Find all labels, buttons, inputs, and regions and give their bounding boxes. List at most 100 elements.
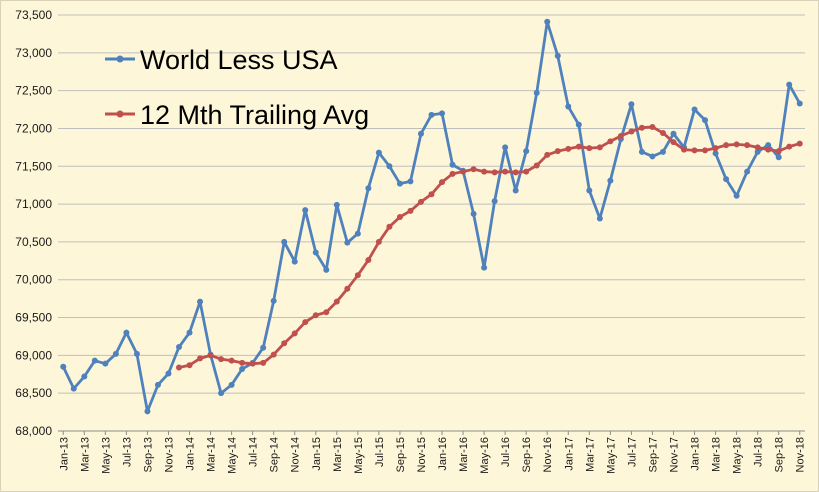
data-point xyxy=(502,168,509,175)
data-point xyxy=(407,178,414,185)
data-point xyxy=(60,363,67,370)
y-tick-label: 72,000 xyxy=(15,121,52,135)
data-point xyxy=(302,319,309,326)
data-point xyxy=(733,192,740,199)
data-point xyxy=(417,130,424,137)
x-tick-label: Mar-16 xyxy=(458,437,470,472)
legend-label: 12 Mth Trailing Avg xyxy=(140,100,369,130)
data-point xyxy=(123,329,130,336)
x-tick-label: Sep-13 xyxy=(142,437,154,472)
x-tick-label: Sep-18 xyxy=(774,437,786,472)
legend-label: World Less USA xyxy=(140,45,338,75)
data-point xyxy=(796,100,803,107)
gridlines xyxy=(58,14,805,432)
data-point xyxy=(491,169,498,176)
data-point xyxy=(112,350,119,357)
x-axis-ticks: Jan-13 Mar-13 May-13 Jul-13 Sep-13 Nov-13 Jan-… xyxy=(58,431,807,474)
x-tick-label: Sep-16 xyxy=(521,437,533,472)
data-point xyxy=(565,145,572,152)
data-point xyxy=(702,147,709,154)
data-point xyxy=(702,117,709,124)
data-point xyxy=(228,357,235,364)
data-point xyxy=(491,198,498,205)
data-point xyxy=(175,364,182,371)
data-point xyxy=(512,187,519,194)
data-point xyxy=(218,390,225,397)
y-tick-label: 68,000 xyxy=(15,424,52,438)
data-point xyxy=(691,147,698,154)
data-point xyxy=(470,210,477,217)
data-point xyxy=(470,166,477,173)
data-point xyxy=(365,185,372,192)
data-point xyxy=(165,370,172,377)
data-point xyxy=(270,351,277,358)
legend: World Less USA 12 Mth Trailing Avg xyxy=(105,45,369,130)
data-point xyxy=(460,168,467,175)
data-point xyxy=(659,148,666,155)
data-point xyxy=(207,352,214,359)
data-point xyxy=(144,408,151,415)
x-tick-label: Nov-17 xyxy=(668,437,680,472)
data-point xyxy=(670,139,677,146)
x-tick-label: Sep-15 xyxy=(395,437,407,472)
x-tick-label: Jul-15 xyxy=(374,437,386,467)
data-point xyxy=(596,215,603,222)
data-point xyxy=(565,103,572,110)
data-point xyxy=(81,373,88,380)
x-tick-label: Jul-14 xyxy=(248,437,260,467)
x-tick-label: Sep-14 xyxy=(269,437,281,472)
data-point xyxy=(596,144,603,151)
data-point xyxy=(133,350,140,357)
data-point xyxy=(712,145,719,152)
data-point xyxy=(481,264,488,271)
y-tick-label: 71,500 xyxy=(15,159,52,173)
data-point xyxy=(533,89,540,96)
data-point xyxy=(354,272,361,279)
data-point xyxy=(575,143,582,150)
data-point xyxy=(396,213,403,220)
data-point xyxy=(249,360,256,367)
data-point xyxy=(733,141,740,148)
series-line-0 xyxy=(61,20,801,413)
data-point xyxy=(449,170,456,177)
data-point xyxy=(186,329,193,336)
legend-swatch-marker xyxy=(116,110,124,118)
data-point xyxy=(344,239,351,246)
data-point xyxy=(786,143,793,150)
data-point xyxy=(544,151,551,158)
data-point xyxy=(91,357,98,364)
data-point xyxy=(102,360,109,367)
data-point xyxy=(554,52,561,59)
data-point xyxy=(396,180,403,187)
data-point xyxy=(439,110,446,117)
data-point xyxy=(354,230,361,237)
y-tick-label: 71,000 xyxy=(15,197,52,211)
data-point xyxy=(607,177,614,184)
data-point xyxy=(386,223,393,230)
data-point xyxy=(723,176,730,183)
data-point xyxy=(481,168,488,175)
data-point xyxy=(386,163,393,170)
data-point xyxy=(428,191,435,198)
x-tick-label: Mar-13 xyxy=(79,437,91,472)
x-tick-label: Nov-13 xyxy=(163,437,175,472)
x-tick-label: Mar-15 xyxy=(332,437,344,472)
data-point xyxy=(228,381,235,388)
data-point xyxy=(260,359,267,366)
y-axis-ticks: 68,000 68,500 69,000 69,500 70,000 70,500 71,0… xyxy=(15,8,52,438)
data-point xyxy=(586,187,593,194)
data-point xyxy=(796,140,803,147)
x-tick-label: Mar-18 xyxy=(711,437,723,472)
data-point xyxy=(628,101,635,108)
x-tick-label: May-14 xyxy=(227,437,239,474)
data-point xyxy=(575,121,582,128)
x-tick-label: Jan-18 xyxy=(690,437,702,471)
y-tick-label: 69,500 xyxy=(15,311,52,325)
y-tick-label: 69,000 xyxy=(15,348,52,362)
data-point xyxy=(775,154,782,161)
data-point xyxy=(175,344,182,351)
data-point xyxy=(302,207,309,214)
series-line-1 xyxy=(178,125,801,369)
data-point xyxy=(554,148,561,155)
